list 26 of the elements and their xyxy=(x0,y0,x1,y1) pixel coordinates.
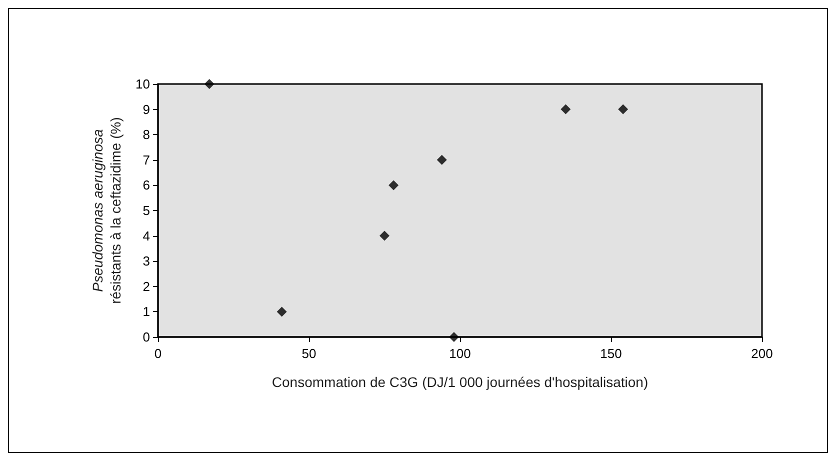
y-tick-label: 8 xyxy=(142,127,150,142)
point xyxy=(560,104,571,114)
y-tick-label: 1 xyxy=(142,304,150,320)
y-tick-label: 0 xyxy=(142,330,150,344)
point xyxy=(618,104,628,114)
x-tick-label: 200 xyxy=(751,346,773,361)
y-tick-label: 3 xyxy=(142,254,150,269)
y-tick-label: 2 xyxy=(142,278,150,294)
y-axis-title: Pseudomonas aeruginosa résistants à la ceftazidime (%) xyxy=(90,117,124,304)
y-tick-label: 10 xyxy=(136,76,150,92)
y-tick-label: 7 xyxy=(142,152,150,168)
y-tick-label: 5 xyxy=(142,203,150,218)
x-tick-label: 0 xyxy=(154,346,162,361)
point xyxy=(436,154,447,165)
y-tick-label: 4 xyxy=(142,228,150,244)
x-tick-label: 100 xyxy=(449,346,471,361)
y-tick-label: 9 xyxy=(142,102,150,117)
point xyxy=(204,79,214,89)
x-tick-label: 50 xyxy=(302,346,316,361)
x-axis-title: Consommation de C3G (DJ/1 000 journées d'hospitalisation) xyxy=(272,374,648,390)
point xyxy=(276,306,287,317)
x-tick-label: 150 xyxy=(600,346,622,361)
point xyxy=(380,230,390,241)
point xyxy=(448,332,459,342)
y-tick-label: 6 xyxy=(142,178,150,193)
point xyxy=(388,180,399,190)
